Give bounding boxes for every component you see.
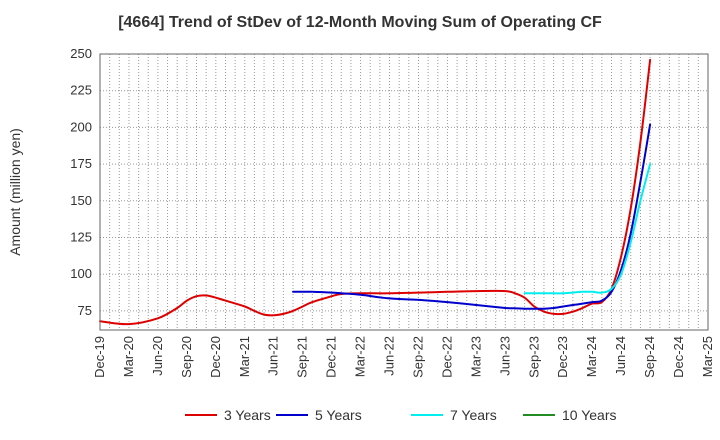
- x-tick-label: Dec-24: [671, 336, 686, 378]
- y-tick-label: 75: [78, 303, 92, 318]
- x-tick-label: Dec-20: [208, 336, 223, 378]
- x-tick-label: Jun-21: [266, 336, 281, 376]
- x-tick-label: Mar-24: [584, 336, 599, 377]
- x-tick-label: Dec-22: [439, 336, 454, 378]
- y-axis-title: Amount (million yen): [7, 128, 23, 256]
- y-tick-label: 150: [70, 193, 92, 208]
- x-tick-label: Dec-23: [555, 336, 570, 378]
- series-layer: [99, 58, 652, 326]
- x-tick-labels: Dec-19 Mar-20 Jun-20 Sep-20 Dec-20 Mar-21 Jun-…: [92, 336, 715, 378]
- x-tick-label: Mar-22: [353, 336, 368, 377]
- grid-layer: [100, 53, 708, 330]
- plot-frame: [99, 53, 709, 331]
- x-tick-label: Dec-21: [324, 336, 339, 378]
- x-tick-label: Jun-23: [497, 336, 512, 376]
- x-tick-label: Mar-23: [468, 336, 483, 377]
- legend-label: 10 Years: [562, 407, 617, 423]
- x-tick-label: Jun-24: [613, 336, 628, 376]
- series-line-2: [292, 123, 652, 310]
- legend-label: 7 Years: [450, 407, 497, 423]
- y-tick-label: 200: [70, 119, 92, 134]
- y-tick-labels: 75 100 125 150 175 200 225 250: [70, 46, 92, 318]
- x-tick-label: Sep-24: [642, 336, 657, 378]
- y-tick-label: 125: [70, 230, 92, 245]
- x-tick-label: Jun-20: [150, 336, 165, 376]
- y-tick-label: 100: [70, 266, 92, 281]
- legend-label: 3 Years: [224, 407, 271, 423]
- series-line-1: [99, 58, 652, 326]
- x-tick-label: Jun-22: [382, 336, 397, 376]
- legend-label: 5 Years: [315, 407, 362, 423]
- y-tick-label: 175: [70, 156, 92, 171]
- series-line-3: [523, 163, 652, 295]
- x-tick-label: Sep-22: [410, 336, 425, 378]
- x-tick-label: Sep-20: [179, 336, 194, 378]
- x-tick-label: Mar-21: [237, 336, 252, 377]
- x-tick-label: Dec-19: [92, 336, 107, 378]
- y-tick-label: 250: [70, 46, 92, 61]
- x-tick-label: Sep-23: [526, 336, 541, 378]
- legend: 3 Years 5 Years 7 Years 10 Years: [185, 407, 617, 423]
- x-tick-label: Mar-25: [700, 336, 715, 377]
- chart-title: [4664] Trend of StDev of 12-Month Moving…: [118, 14, 602, 31]
- y-tick-label: 225: [70, 83, 92, 98]
- x-tick-label: Mar-20: [121, 336, 136, 377]
- x-tick-label: Sep-21: [295, 336, 310, 378]
